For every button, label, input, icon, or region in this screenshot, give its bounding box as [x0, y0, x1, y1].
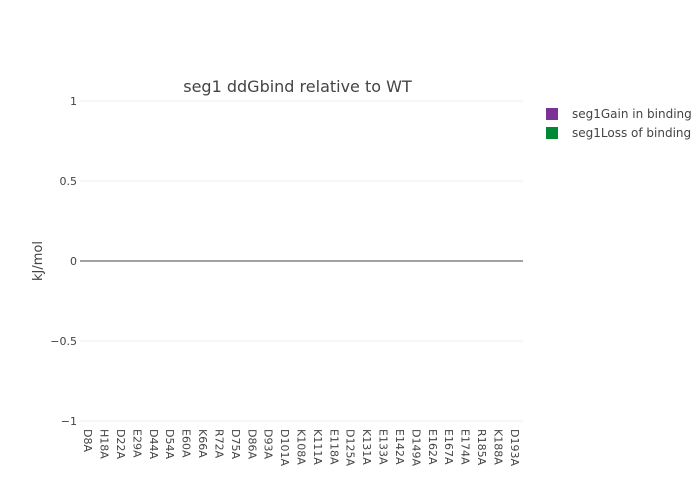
x-tick-label: D93A — [262, 429, 275, 459]
x-tick-label: K131A — [360, 429, 373, 465]
x-tick-label: D75A — [229, 429, 242, 459]
x-tick-label: D8A — [81, 429, 94, 452]
x-tick-label: D193A — [508, 429, 521, 466]
y-tick-label: −1 — [61, 415, 77, 428]
legend-label: seg1Gain in binding — [572, 107, 692, 121]
x-tick-label: E133A — [377, 429, 390, 465]
x-tick-label: E142A — [393, 429, 406, 465]
x-tick-label: D86A — [245, 429, 258, 459]
y-tick-label: 0.5 — [60, 175, 78, 188]
y-tick-label: 1 — [70, 95, 77, 108]
legend-swatch — [546, 127, 558, 139]
y-axis-ticks: 1 0.5 0 −0.5 −1 — [50, 95, 77, 428]
x-tick-label: K66A — [196, 429, 209, 458]
gridlines — [80, 100, 523, 422]
x-tick-label: E162A — [426, 429, 439, 465]
x-tick-label: E118A — [327, 429, 340, 465]
x-tick-label: D149A — [409, 429, 422, 466]
x-tick-label: D22A — [114, 429, 127, 459]
legend-item[interactable]: seg1Gain in binding — [546, 107, 692, 121]
x-tick-label: E174A — [459, 429, 472, 465]
x-axis-ticks: D8A H18A D22A E29A D44A D54A E60A K66A R72A D75A D… — [81, 429, 521, 466]
y-axis-label: kJ/mol — [31, 241, 46, 281]
x-tick-label: E167A — [442, 429, 455, 465]
x-tick-label: H18A — [98, 429, 111, 459]
x-tick-label: R185A — [475, 429, 488, 466]
legend[interactable]: seg1Gain in binding seg1Loss of binding — [546, 107, 692, 140]
x-tick-label: E60A — [180, 429, 193, 458]
legend-swatch — [546, 108, 558, 120]
x-tick-label: E29A — [130, 429, 143, 458]
y-tick-label: −0.5 — [50, 335, 77, 348]
x-tick-label: D101A — [278, 429, 291, 466]
chart-title: seg1 ddGbind relative to WT — [183, 77, 412, 96]
y-tick-label: 0 — [70, 255, 77, 268]
legend-label: seg1Loss of binding — [572, 126, 691, 140]
x-tick-label: D44A — [147, 429, 160, 459]
x-tick-label: D125A — [344, 429, 357, 466]
x-tick-label: R72A — [212, 429, 225, 459]
x-tick-label: D54A — [163, 429, 176, 459]
x-tick-label: K108A — [295, 429, 308, 465]
x-tick-label: K111A — [311, 429, 324, 465]
x-tick-label: K188A — [491, 429, 504, 465]
legend-item[interactable]: seg1Loss of binding — [546, 126, 691, 140]
